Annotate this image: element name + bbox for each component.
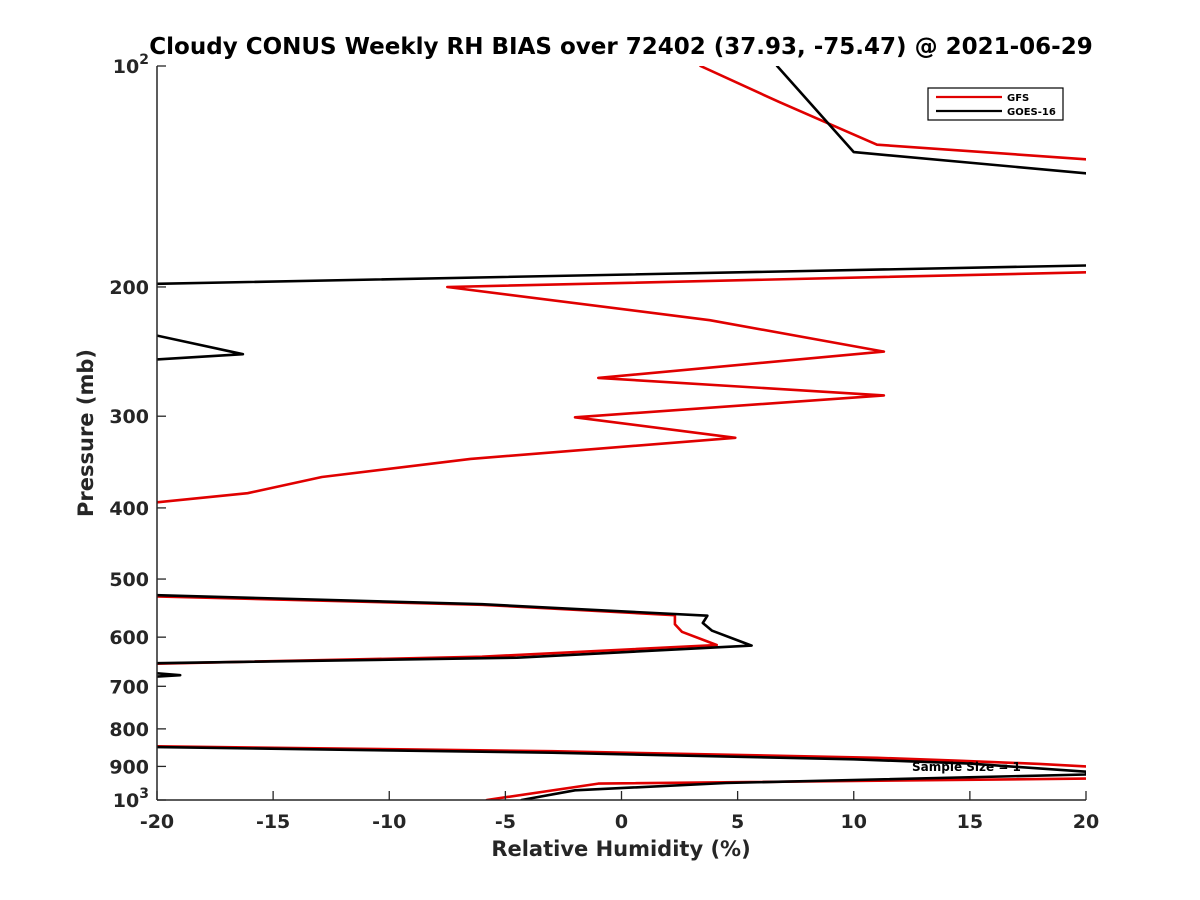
y-tick-label: 102 [113,52,149,78]
series-line-gfs-segment-3 [157,595,719,666]
series-line-goes16-segment-5 [157,671,182,678]
y-tick-label: 900 [109,756,149,778]
x-tick-label: -20 [140,811,174,833]
x-tick-label: 15 [957,811,983,833]
x-axis-ticks: -20 -15 -10 -5 0 5 10 15 20 [140,791,1099,833]
legend: GFS GOES-16 [927,87,1064,121]
x-tick-label: -5 [495,811,516,833]
series-line-goes16-segment-2 [157,264,1086,286]
x-axis-label: Relative Humidity (%) [491,837,750,861]
x-tick-label: 0 [615,811,628,833]
plot-lines [157,66,1086,800]
series-line-goes16-segment-6 [157,745,1086,800]
y-axis-label: Pressure (mb) [74,349,98,517]
x-tick-label: 10 [841,811,867,833]
axes-frame [156,66,1086,801]
y-tick-label: 800 [109,719,149,741]
y-tick-label: 600 [109,627,149,649]
y-tick-label: 500 [109,569,149,591]
x-tick-label: -10 [372,811,406,833]
x-tick-label: 20 [1073,811,1099,833]
series-line-gfs-segment-4 [157,744,1086,768]
legend-label-goes16: GOES-16 [1007,107,1056,118]
chart-title: Cloudy CONUS Weekly RH BIAS over 72402 (… [149,34,1092,60]
y-tick-label: 300 [109,406,149,428]
y-tick-label: 200 [109,277,149,299]
sample-size-annotation: Sample Size = 1 [912,760,1021,774]
y-tick-label: 103 [113,786,149,812]
legend-label-gfs: GFS [1007,93,1029,104]
y-tick-label: 700 [109,676,149,698]
x-tick-label: 5 [731,811,744,833]
y-tick-label: 400 [109,498,149,520]
y-axis-ticks: 102 200 300 400 500 600 700 800 900 103 [109,52,166,812]
series-line-goes16-segment-1 [775,66,1086,175]
series-line-gfs-segment-2 [157,270,1086,504]
legend-box [927,87,1064,121]
series-line-goes16-segment-4 [157,593,753,665]
series-line-gfs-segment-5 [485,777,1086,800]
x-tick-label: -15 [256,811,290,833]
series-line-goes16-segment-3 [157,334,245,361]
